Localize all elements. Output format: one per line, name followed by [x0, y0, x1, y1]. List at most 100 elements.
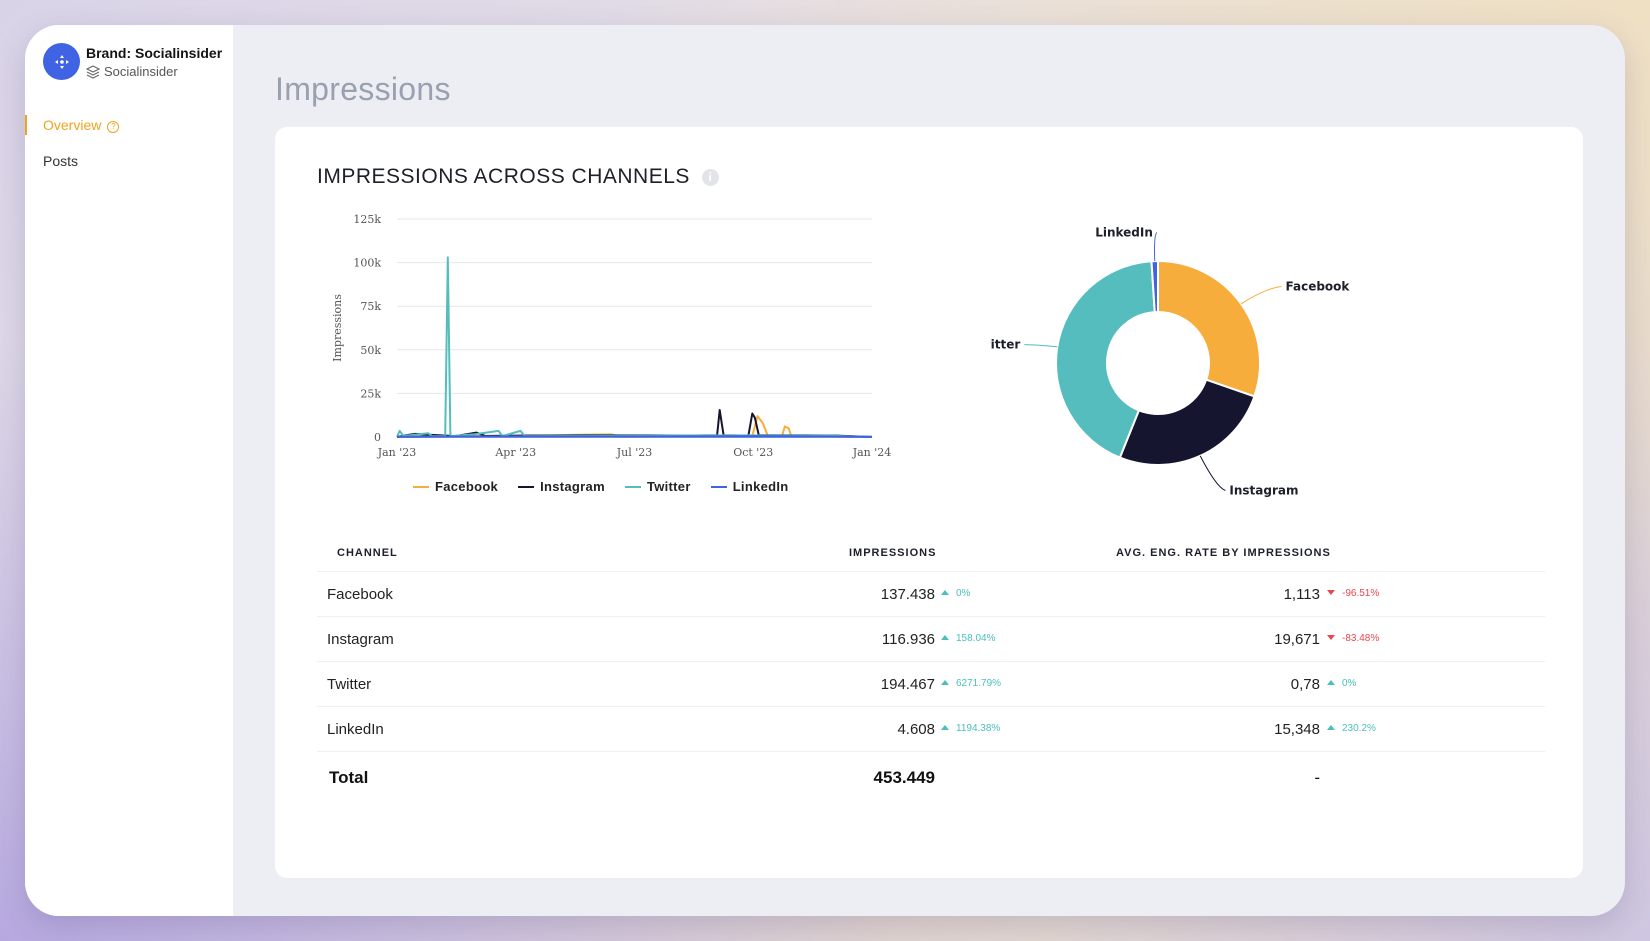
eng-rate-delta-label: -96.51% [1342, 588, 1380, 599]
y-tick-label: 25k [360, 387, 381, 400]
donut-label: Twitter [990, 338, 1020, 352]
y-tick-label: 50k [360, 344, 381, 357]
eng-rate-value: 15,348 [1274, 721, 1320, 738]
channel-name: Instagram [327, 631, 394, 648]
donut-label: Facebook [1286, 280, 1351, 294]
help-icon[interactable]: ? [107, 121, 120, 133]
trend-down-icon [1327, 635, 1335, 640]
table-row: LinkedIn 4.608 1194.38% 15,348 230.2% [317, 707, 1545, 752]
sidebar-nav: Overview? Posts [25, 107, 233, 179]
x-tick-label: Jan '23 [377, 446, 417, 459]
channel-name: LinkedIn [327, 721, 384, 738]
column-header-eng-rate: AVG. ENG. RATE BY IMPRESSIONS [1116, 547, 1331, 559]
impressions-delta: 6271.79% [941, 678, 1001, 689]
total-impressions: 453.449 [873, 768, 935, 787]
legend-swatch [624, 485, 641, 488]
x-tick-label: Oct '23 [733, 446, 773, 459]
eng-rate-delta: 0% [1327, 678, 1356, 689]
y-tick-label: 100k [353, 257, 381, 270]
legend-swatch [710, 485, 727, 488]
legend-label: LinkedIn [732, 479, 789, 494]
layers-icon [86, 65, 100, 79]
table-row: Twitter 194.467 6271.79% 0,78 0% [317, 662, 1545, 707]
eng-rate-delta: 230.2% [1327, 723, 1376, 734]
column-header-channel: CHANNEL [337, 547, 398, 559]
eng-rate-delta: -83.48% [1327, 633, 1379, 644]
impressions-line-chart: 0 25k 50k 75k 100k 125k Jan '23 Apr '23 Jul '23 O… [331, 213, 892, 459]
donut-label: Instagram [1229, 484, 1298, 498]
info-icon[interactable]: i [701, 168, 719, 186]
donut-slice-facebook[interactable] [1157, 259, 1261, 398]
impressions-delta-label: 6271.79% [956, 678, 1002, 689]
eng-rate-delta-label: -83.48% [1342, 633, 1380, 644]
impressions-delta: 0% [941, 588, 970, 599]
table-header: CHANNEL IMPRESSIONS AVG. ENG. RATE BY IM… [317, 527, 1545, 572]
channels-table: CHANNEL IMPRESSIONS AVG. ENG. RATE BY IM… [317, 527, 1545, 800]
donut-slice-linkedin[interactable] [1150, 259, 1159, 314]
trend-up-icon [941, 635, 949, 640]
sidebar-item-label: Overview [43, 117, 102, 133]
trend-up-icon [941, 725, 949, 730]
table-row: Facebook 137.438 0% 1,113 -96.51% [317, 572, 1545, 617]
y-tick-label: 125k [353, 213, 381, 226]
eng-rate-delta-label: 230.2% [1342, 723, 1376, 734]
table-total-row: Total 453.449 - [317, 752, 1545, 800]
page-title: Impressions [275, 71, 451, 107]
brand-name: Brand: Socialinsider [86, 45, 223, 61]
trend-down-icon [1327, 590, 1335, 595]
impressions-value: 194.467 [880, 676, 935, 693]
sidebar: Brand: Socialinsider Socialinsider Overv… [25, 25, 233, 916]
trend-up-icon [941, 590, 949, 595]
x-tick-label: Jul '23 [616, 446, 653, 459]
impressions-value: 4.608 [897, 721, 935, 738]
series-line-twitter [396, 256, 873, 438]
impressions-value: 137.438 [880, 586, 935, 603]
impressions-delta: 1194.38% [941, 723, 1000, 734]
y-axis-label: Impressions [331, 294, 344, 362]
legend-label: Twitter [646, 479, 691, 494]
impressions-delta-label: 0% [956, 588, 971, 599]
donut-slice-instagram[interactable] [1118, 378, 1256, 466]
impressions-value: 116.936 [881, 631, 935, 648]
total-label: Total [329, 768, 369, 787]
brand-logo-icon [43, 43, 80, 80]
x-tick-label: Jan '24 [852, 446, 892, 459]
eng-rate-value: 1,113 [1283, 586, 1320, 603]
y-tick-label: 75k [360, 300, 381, 313]
eng-rate-delta: -96.51% [1327, 588, 1379, 599]
total-eng-rate: - [1314, 768, 1320, 787]
sidebar-item-label: Posts [43, 153, 79, 169]
trend-up-icon [1327, 680, 1335, 685]
impressions-delta-label: 1194.38% [956, 723, 1001, 734]
eng-rate-delta-label: 0% [1342, 678, 1357, 689]
app-window: Brand: Socialinsider Socialinsider Overv… [25, 25, 1625, 916]
column-header-impressions: IMPRESSIONS [849, 547, 937, 559]
x-tick-label: Apr '23 [494, 446, 536, 459]
brand-switcher[interactable]: Brand: Socialinsider Socialinsider [43, 43, 222, 80]
donut-slice-twitter[interactable] [1055, 260, 1156, 459]
impressions-delta-label: 158.04% [956, 633, 996, 644]
chart-legend: Facebook Instagram Twitter LinkedIn [413, 479, 809, 494]
card-title: IMPRESSIONS ACROSS CHANNELS [317, 165, 690, 188]
brand-sub-label: Socialinsider [104, 64, 178, 79]
sidebar-item-posts[interactable]: Posts [25, 143, 233, 179]
leader-line [1199, 455, 1226, 491]
legend-item-twitter[interactable]: Twitter [624, 479, 691, 494]
legend-label: Facebook [435, 479, 499, 494]
trend-up-icon [1327, 725, 1335, 730]
legend-swatch [413, 485, 429, 488]
leader-line [1153, 232, 1158, 262]
series-line-instagram [396, 409, 873, 438]
impressions-delta: 158.04% [941, 633, 995, 644]
trend-up-icon [941, 680, 949, 685]
leader-line [1240, 286, 1282, 305]
legend-item-instagram[interactable]: Instagram [518, 479, 605, 494]
table-row: Instagram 116.936 158.04% 19,671 -83.48% [317, 617, 1545, 662]
sidebar-item-overview[interactable]: Overview? [25, 107, 233, 143]
impressions-card: IMPRESSIONS ACROSS CHANNELS i 0 25k 50k 75k… [275, 127, 1583, 878]
legend-item-linkedin[interactable]: LinkedIn [710, 479, 789, 494]
legend-item-facebook[interactable]: Facebook [413, 479, 498, 494]
legend-label: Instagram [540, 479, 605, 494]
y-tick-label: 0 [374, 431, 381, 444]
eng-rate-value: 0,78 [1290, 676, 1320, 693]
